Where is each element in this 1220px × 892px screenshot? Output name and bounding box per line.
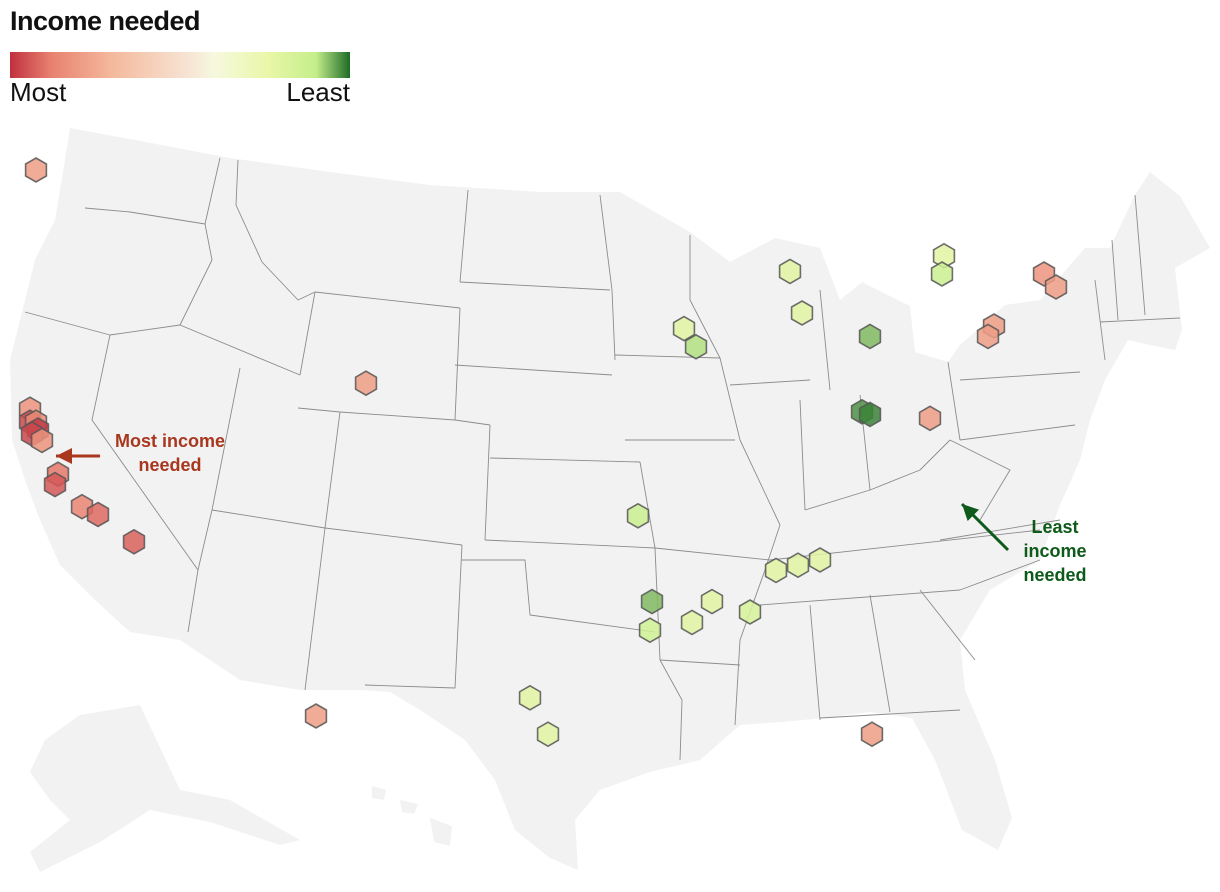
border-ohio-river [804,439,951,511]
hex-marker-40 [304,703,328,729]
hex-marker-19 [672,315,696,342]
border-wv-va [949,439,1011,521]
hex-marker-11 [86,501,110,528]
hex-marker-12 [122,528,146,555]
hex-marker-22 [790,300,814,326]
border-il-in [799,399,806,511]
hex-marker-15 [640,588,664,615]
hawaii-island-1 [372,786,386,800]
border-pa-south [959,424,1076,441]
border-mi-shore [819,289,831,391]
border-oh-pa [947,361,961,441]
hex-marker-35 [808,547,832,573]
border-wi-il [729,379,811,386]
border-dakotas-mn [599,194,616,361]
border-az-nm [324,527,463,546]
border-id-nv [179,324,301,376]
border-vt-nh [1111,239,1119,321]
border-nh-me [1134,194,1146,316]
border-ms-al [809,604,821,721]
border-ut-co-wy [297,407,491,426]
border-nd-sd [459,281,611,291]
hex-marker-13 [354,370,378,397]
border-mo-ar [654,547,771,561]
border-ca-nv [91,334,199,633]
most-income-annotation: Most income needed [115,431,225,475]
border-or-id [179,223,213,326]
border-wy-ne [454,307,461,421]
border-nc-sc [959,559,1041,591]
state-borders [24,157,1181,761]
border-id-wy [299,291,316,376]
border-ga-fl [819,709,961,719]
border-sd-ne [454,364,613,376]
hex-marker-16 [638,617,662,644]
border-pa-ny [959,371,1081,381]
border-va-nc [939,519,1061,541]
hex-marker-25 [858,401,882,428]
border-wa-or [84,207,206,225]
border-mt-wy [314,291,461,309]
hawaii-island-2 [400,800,418,814]
hex-marker-21 [778,258,802,285]
hex-marker-23 [858,323,882,350]
hex-marker-32 [1044,274,1068,300]
hex-marker-9 [43,471,67,498]
color-scale-bar [10,52,350,78]
border-mo-ks [639,461,656,549]
legend-max-label: Least [286,77,350,107]
border-id-mt [235,159,316,301]
most-income-arrow [56,448,100,464]
hex-marker-27 [930,261,954,287]
border-co-east [484,424,491,541]
hex-marker-37 [860,721,884,748]
hex-marker-7 [30,427,54,454]
alaska-land [30,705,300,872]
border-mn-ia [614,354,721,359]
border-al-ga [869,594,891,713]
hex-marker-18 [700,588,724,615]
legend-title: Income needed [10,6,201,36]
border-mn-wi [689,235,721,359]
annotation-layer: Most income needed Least income needed [56,431,1087,585]
border-ne-ks [489,457,641,463]
land-layer [10,128,1210,872]
border-mt-dakotas [459,189,469,283]
hex-marker-1 [24,157,48,183]
hex-marker-38 [518,684,542,711]
hex-marker-33 [764,557,788,584]
border-ks-ok [484,539,656,549]
hex-marker-36 [738,599,762,625]
border-ut-az [211,509,326,529]
hex-marker-17 [680,609,704,636]
border-mississippi [719,357,781,726]
least-income-arrow [960,502,1010,552]
border-ma-south [1099,317,1181,323]
least-income-annotation: Least income needed [1023,517,1086,585]
border-ok-tx [462,559,656,633]
hex-marker-39 [536,721,560,748]
hex-marker-28 [918,405,942,432]
border-ga-sc [919,589,976,661]
hex-marker-30 [976,323,1000,350]
border-ar-la [659,659,741,666]
contiguous-us-land [10,128,1210,870]
hex-marker-layer [18,157,1068,748]
border-wa-id [204,157,221,225]
border-ny-ne [1094,279,1106,361]
hex-marker-20 [684,333,708,360]
hawaii-island-3 [430,818,452,846]
border-nm-tx [364,544,463,689]
hex-marker-34 [786,552,810,579]
legend-min-label: Most [10,77,67,107]
border-ms-tn [759,589,961,606]
border-la-tx [659,659,683,761]
hex-marker-14 [626,502,650,529]
